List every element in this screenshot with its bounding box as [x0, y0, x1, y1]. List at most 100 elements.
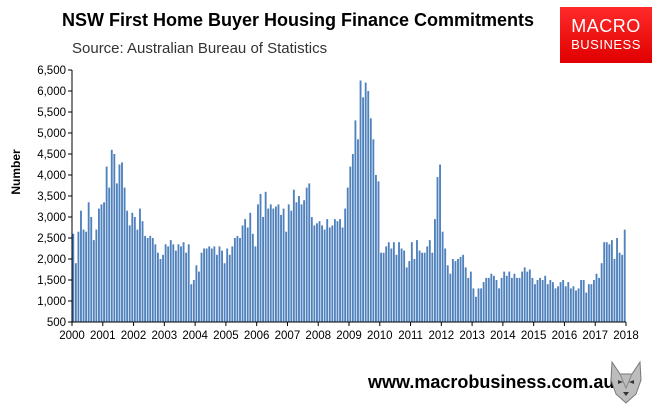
bar: [569, 288, 572, 322]
bar: [285, 231, 288, 322]
bar: [587, 284, 590, 322]
bar: [434, 219, 436, 322]
bar: [180, 246, 182, 322]
bar: [521, 271, 524, 322]
bar: [218, 246, 221, 322]
bar: [157, 252, 159, 322]
y-tick-label: 2,500: [37, 233, 66, 245]
bar: [462, 254, 465, 322]
y-tick-label: 1,000: [37, 296, 66, 308]
bar: [185, 252, 188, 322]
y-tick-label: 3,000: [37, 212, 66, 224]
bar: [380, 252, 382, 322]
bar: [95, 229, 98, 322]
bar: [118, 164, 121, 322]
bar: [105, 166, 108, 322]
bar: [174, 250, 177, 322]
bar: [557, 286, 559, 322]
y-tick-label: 5,500: [37, 107, 66, 119]
bar: [503, 271, 506, 322]
bar: [200, 252, 203, 322]
bar: [593, 280, 595, 322]
bar: [182, 242, 185, 322]
bar: [203, 248, 206, 322]
bar: [295, 202, 298, 322]
chart-title: NSW First Home Buyer Housing Finance Com…: [62, 10, 535, 30]
bar: [292, 189, 295, 322]
y-tick-label: 6,000: [37, 86, 66, 98]
bar: [87, 202, 90, 322]
bar: [487, 277, 490, 322]
x-tick-label: 2013: [459, 330, 485, 342]
bar: [421, 252, 424, 322]
bar: [154, 244, 157, 322]
bar: [257, 204, 259, 322]
bar: [262, 217, 265, 322]
bar: [428, 240, 431, 322]
bar: [231, 246, 234, 322]
bar: [344, 208, 347, 322]
bar: [505, 275, 508, 322]
bar: [110, 149, 113, 322]
bar: [303, 200, 306, 322]
x-tick-label: 2015: [521, 330, 547, 342]
axes-group: 500 1,000 1,500 2,000 2,500 3,000 3,500 4,000 4,…: [37, 65, 639, 342]
bar: [467, 277, 470, 322]
bar: [513, 273, 516, 322]
bar: [190, 284, 193, 322]
bar: [72, 233, 75, 322]
bar: [385, 246, 388, 322]
bar: [395, 254, 398, 322]
bar: [162, 254, 164, 322]
bar: [459, 256, 462, 322]
bar: [318, 221, 321, 322]
bar: [475, 296, 477, 322]
bar: [454, 261, 457, 322]
bar: [269, 204, 272, 322]
bar: [215, 254, 218, 322]
bar: [77, 231, 80, 322]
bar: [226, 248, 229, 322]
bar: [382, 252, 385, 322]
bar: [167, 246, 170, 322]
bar: [485, 277, 488, 322]
bar: [228, 254, 231, 322]
bar: [539, 277, 542, 322]
bar: [85, 231, 88, 322]
bar: [516, 277, 518, 322]
bar: [133, 217, 136, 322]
bar: [477, 288, 480, 322]
bar: [562, 280, 565, 322]
bar: [333, 219, 336, 322]
bar: [495, 280, 498, 322]
bar: [559, 282, 562, 322]
bar: [233, 238, 236, 322]
bar: [431, 252, 434, 322]
bar: [413, 259, 416, 322]
bar: [359, 80, 362, 322]
bar: [346, 187, 349, 322]
bar: [534, 284, 536, 322]
x-tick-label: 2012: [429, 330, 455, 342]
x-tick-label: 2017: [582, 330, 608, 342]
bar: [308, 183, 311, 322]
bar: [582, 280, 585, 322]
footer-url[interactable]: www.macrobusiness.com.au: [368, 372, 615, 392]
bar: [613, 259, 616, 322]
y-tick-label: 1,500: [37, 275, 66, 287]
bar: [405, 267, 408, 322]
bar: [246, 227, 249, 322]
bar: [392, 242, 395, 322]
bar: [282, 208, 285, 322]
bars-group: [72, 80, 626, 323]
bar: [192, 280, 195, 322]
bar: [149, 235, 152, 322]
x-tick-label: 2000: [59, 330, 85, 342]
bar: [577, 288, 580, 322]
bar: [198, 271, 200, 322]
bar: [410, 242, 413, 322]
bar: [369, 118, 372, 322]
bar: [341, 227, 344, 322]
bar: [372, 139, 375, 322]
